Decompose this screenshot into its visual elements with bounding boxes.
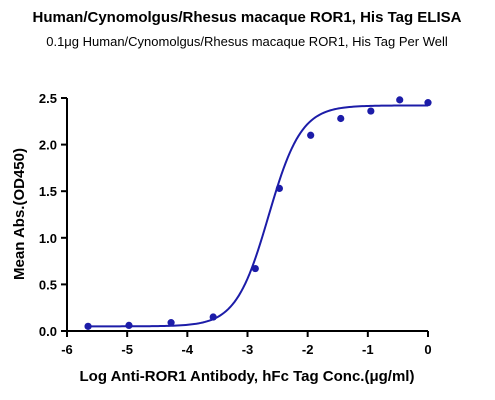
x-tick-label: -5 bbox=[121, 342, 133, 357]
data-points bbox=[84, 96, 432, 330]
y-tick-label: 1.5 bbox=[39, 184, 57, 199]
y-axis-title: Mean Abs.(OD450) bbox=[11, 148, 28, 280]
x-tick-label: 0 bbox=[424, 342, 431, 357]
y-tick-label: 2.5 bbox=[39, 91, 57, 106]
y-tick-label: 2.0 bbox=[39, 138, 57, 153]
data-point bbox=[367, 107, 375, 115]
y-tick-label: 0.0 bbox=[39, 324, 57, 339]
x-tick-label: -2 bbox=[302, 342, 314, 357]
data-point bbox=[125, 321, 133, 330]
y-tick-label: 1.0 bbox=[39, 231, 57, 246]
data-point bbox=[84, 322, 92, 330]
data-point bbox=[337, 114, 345, 123]
plot-area: -6 -5 -4 -3 -2 -1 0 0.0 0.5 1.0 1.5 2.0 2.5 bbox=[39, 91, 432, 357]
x-axis-title: Log Anti-ROR1 Antibody, hFc Tag Conc.(μg… bbox=[80, 368, 415, 385]
chart-title: Human/Cynomolgus/Rhesus macaque ROR1, Hi… bbox=[33, 9, 462, 26]
data-point bbox=[275, 184, 283, 193]
x-tick-label: -4 bbox=[182, 342, 194, 357]
data-point bbox=[396, 96, 404, 104]
data-point bbox=[307, 131, 315, 139]
y-axis-ticks: 0.0 0.5 1.0 1.5 2.0 2.5 bbox=[39, 91, 67, 339]
data-point bbox=[424, 99, 432, 107]
chart-subtitle: 0.1μg Human/Cynomolgus/Rhesus macaque RO… bbox=[46, 34, 448, 49]
x-tick-label: -6 bbox=[61, 342, 73, 357]
fit-curve bbox=[88, 104, 428, 328]
x-tick-label: -1 bbox=[362, 342, 374, 357]
data-point bbox=[251, 264, 259, 273]
data-point bbox=[209, 313, 217, 321]
y-tick-label: 0.5 bbox=[39, 277, 57, 292]
x-axis-ticks: -6 -5 -4 -3 -2 -1 0 bbox=[61, 331, 432, 357]
x-tick-label: -3 bbox=[242, 342, 254, 357]
data-point bbox=[167, 319, 175, 327]
